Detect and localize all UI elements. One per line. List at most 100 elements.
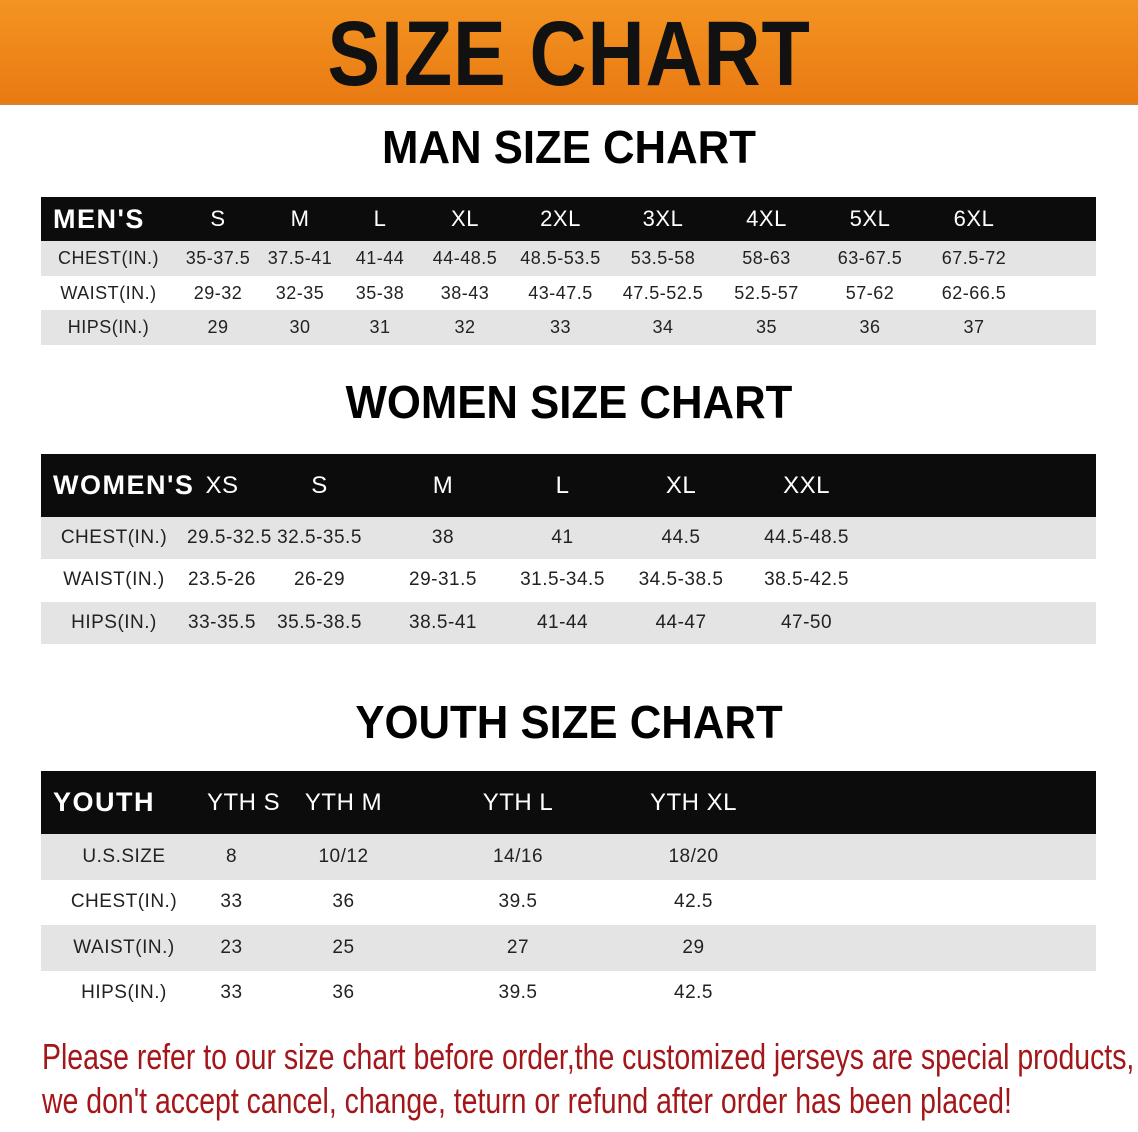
table-cell: 57-62 [845, 282, 895, 303]
table-cell: 26-29 [293, 569, 346, 591]
youth-section-title: YOUTH SIZE CHART [355, 696, 783, 748]
row-label: HIPS(IN.) [67, 317, 150, 338]
size-header: S [210, 206, 226, 231]
size-header: YTH L [482, 788, 554, 816]
table-row: CHEST(IN.) 33 36 39.5 42.5 [41, 879, 1096, 925]
table-cell: 31.5-34.5 [520, 569, 605, 591]
table-cell: 36 [332, 982, 355, 1004]
table-cell: 52.5-57 [734, 282, 799, 303]
table-cell: 43-47.5 [528, 282, 593, 303]
banner-title: SIZE CHART [327, 3, 811, 105]
size-header: XL [451, 206, 479, 231]
table-corner-label: YOUTH [53, 787, 155, 817]
table-cell: 39.5 [498, 891, 538, 913]
table-cell: 47.5-52.5 [622, 282, 704, 303]
table-row: HIPS(IN.) 33 36 39.5 42.5 [41, 970, 1096, 1016]
table-cell: 38.5-41 [409, 611, 477, 633]
table-row: U.S.SIZE 8 10/12 14/16 18/20 [41, 834, 1096, 880]
table-cell: 34 [652, 317, 674, 338]
table-cell: 58-63 [742, 247, 791, 268]
table-cell: 41-44 [536, 611, 589, 633]
table-row: WAIST(IN.) 23.5-26 26-29 29-31.5 31.5-34.5 34… [41, 559, 1096, 602]
table-cell: 32 [454, 317, 476, 338]
size-header: L [373, 206, 387, 231]
table-cell: 36 [859, 317, 881, 338]
size-header: S [311, 471, 328, 499]
table-cell: 33 [549, 317, 572, 338]
table-cell: 32.5-35.5 [277, 527, 362, 549]
size-header: 4XL [746, 206, 787, 231]
size-header: YTH M [304, 788, 383, 816]
table-cell: 47-50 [780, 611, 833, 633]
size-header: XS [205, 471, 239, 499]
table-cell: 44.5 [661, 527, 701, 549]
table-cell: 35-38 [355, 282, 405, 303]
table-cell: 37 [963, 317, 985, 338]
table-row: CHEST(IN.) 29.5-32.5 32.5-35.5 38 41 44.5 44.5… [41, 517, 1096, 560]
table-cell: 29-32 [193, 282, 243, 303]
row-label: HIPS(IN.) [71, 611, 157, 633]
size-header: 5XL [849, 206, 891, 231]
table-cell: 35 [755, 317, 778, 338]
women-size-table: WOMEN'S XS S M L XL XXL CHEST(IN.) 29.5-32.5 32.5… [41, 454, 1096, 644]
table-cell: 38-43 [440, 282, 490, 303]
size-header: YTH XL [649, 788, 738, 816]
table-cell: 38 [431, 527, 455, 549]
row-label: CHEST(IN.) [70, 891, 178, 913]
table-cell: 41-44 [355, 247, 405, 268]
table-row: HIPS(IN.) 29 30 31 32 33 34 35 36 37 [41, 310, 1096, 346]
table-cell: 44-47 [655, 611, 707, 633]
table-cell: 25 [332, 936, 355, 958]
size-header: 6XL [953, 206, 995, 231]
row-label: CHEST(IN.) [58, 247, 159, 268]
table-cell: 29 [207, 317, 229, 338]
table-cell: 38.5-42.5 [764, 569, 849, 591]
table-cell: 33 [220, 891, 243, 913]
table-corner-label: MEN'S [53, 203, 145, 234]
table-cell: 29-31.5 [409, 569, 477, 591]
table-cell: 42.5 [674, 891, 713, 913]
table-cell: 42.5 [674, 982, 713, 1004]
table-row: WAIST(IN.) 23 25 27 29 [41, 925, 1096, 971]
table-cell: 48.5-53.5 [520, 247, 601, 268]
row-label: WAIST(IN.) [60, 282, 157, 303]
size-header: M [432, 471, 454, 499]
table-cell: 29 [682, 936, 705, 958]
table-cell: 14/16 [492, 845, 544, 867]
size-header: M [290, 206, 310, 231]
women-header-row: WOMEN'S XS S M L XL XXL [41, 454, 1096, 517]
table-cell: 35-37.5 [185, 247, 251, 268]
table-row: HIPS(IN.) 33-35.5 35.5-38.5 38.5-41 41-44 44-… [41, 601, 1096, 644]
men-section-title: MAN SIZE CHART [382, 121, 756, 173]
table-cell: 10/12 [318, 845, 369, 867]
size-header: 2XL [540, 206, 581, 231]
row-label: CHEST(IN.) [60, 527, 168, 549]
row-label: HIPS(IN.) [81, 982, 167, 1004]
table-cell: 63-67.5 [837, 247, 903, 268]
row-label: U.S.SIZE [82, 845, 166, 867]
youth-header-row: YOUTH YTH S YTH M YTH L YTH XL [41, 771, 1096, 834]
size-header: XL [665, 471, 697, 499]
table-cell: 36 [332, 891, 355, 913]
size-header: 3XL [642, 206, 684, 231]
table-cell: 23 [220, 936, 243, 958]
table-cell: 30 [289, 317, 311, 338]
table-cell: 32-35 [275, 282, 325, 303]
table-cell: 31 [369, 317, 391, 338]
table-cell: 33 [220, 982, 243, 1004]
size-header: L [555, 471, 570, 499]
table-cell: 39.5 [498, 982, 538, 1004]
table-cell: 8 [225, 845, 238, 867]
table-cell: 37.5-41 [267, 247, 333, 268]
table-cell: 27 [506, 936, 530, 958]
youth-size-table: YOUTH YTH S YTH M YTH L YTH XL U.S.SIZE 8 10/12… [41, 771, 1096, 1016]
table-cell: 67.5-72 [941, 247, 1007, 268]
size-chart-banner: SIZE CHART [0, 0, 1138, 105]
table-cell: 62-66.5 [941, 282, 1007, 303]
women-section-title: WOMEN SIZE CHART [345, 376, 793, 428]
table-cell: 18/20 [668, 845, 719, 867]
row-label: WAIST(IN.) [63, 569, 165, 591]
men-size-table: MEN'S S M L XL 2XL 3XL 4XL 5XL 6XL CHEST(IN.) 35-37… [41, 197, 1096, 346]
table-cell: 44.5-48.5 [764, 527, 849, 549]
note-line-2: we don't accept cancel, change, teturn o… [42, 1080, 1012, 1121]
